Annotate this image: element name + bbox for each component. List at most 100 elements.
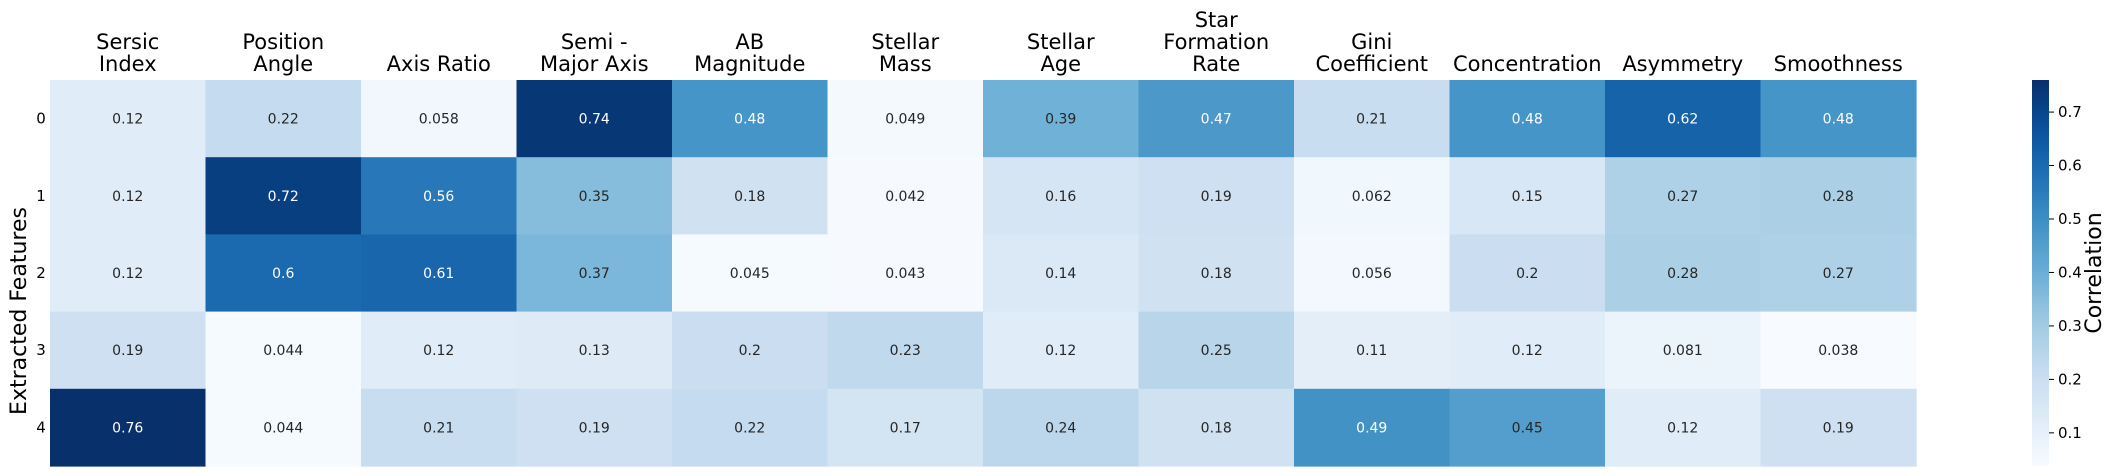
- cell-value-label: 0.12: [112, 189, 143, 205]
- cell-value-label: 0.12: [112, 266, 143, 282]
- heatmap-cell: [1760, 388, 1917, 467]
- heatmap-cell: [50, 157, 207, 235]
- cell-value-label: 0.48: [1512, 112, 1543, 128]
- cell-value-label: 0.27: [1667, 189, 1698, 205]
- heatmap-cell: [983, 80, 1140, 158]
- column-label-line: Sersic: [96, 30, 159, 54]
- cell-value-label: 0.12: [1045, 343, 1076, 359]
- cell-value-label: 0.21: [423, 420, 454, 436]
- cell-value-label: 0.76: [112, 420, 143, 436]
- column-label-line: Stellar: [871, 30, 939, 54]
- column-label-line: Concentration: [1453, 52, 1602, 76]
- cell-value-label: 0.19: [1201, 189, 1232, 205]
- heatmap-cell: [983, 234, 1140, 313]
- heatmap-cell: [361, 388, 518, 467]
- heatmap-cell: [1449, 311, 1606, 390]
- row-label: 1: [36, 187, 46, 205]
- cell-value-label: 0.18: [1201, 266, 1232, 282]
- column-label-line: Semi -: [561, 30, 628, 54]
- column-label: Smoothness: [1774, 52, 1903, 76]
- colorbar-title: Correlation: [2082, 212, 2107, 333]
- cell-value-label: 0.22: [734, 420, 765, 436]
- column-label-line: Formation: [1163, 30, 1269, 54]
- column-label: Asymmetry: [1622, 52, 1743, 76]
- column-label: Position Angle: [242, 30, 324, 76]
- cell-value-label: 0.61: [423, 266, 454, 282]
- heatmap-cell: [983, 388, 1140, 467]
- column-label-line: Gini: [1351, 30, 1392, 54]
- heatmap-cell: [1294, 157, 1451, 235]
- cell-value-label: 0.044: [263, 343, 303, 359]
- heatmap-cell: [1760, 80, 1917, 158]
- cell-value-label: 0.13: [579, 343, 610, 359]
- column-label-line: Coefficient: [1315, 52, 1428, 76]
- heatmap-cell: [827, 311, 984, 390]
- cell-value-label: 0.48: [1823, 112, 1854, 128]
- cell-value-label: 0.72: [268, 189, 299, 205]
- heatmap-cell: [50, 388, 207, 467]
- cell-value-label: 0.12: [112, 112, 143, 128]
- cell-value-label: 0.48: [734, 112, 765, 128]
- heatmap-cell: [1294, 234, 1451, 313]
- cell-value-label: 0.15: [1512, 189, 1543, 205]
- cell-value-label: 0.16: [1045, 189, 1076, 205]
- cell-value-label: 0.12: [1667, 420, 1698, 436]
- heatmap-cell: [827, 80, 984, 158]
- heatmap-cell: [516, 157, 673, 235]
- heatmap-cell: [1138, 80, 1295, 158]
- cell-value-label: 0.37: [579, 266, 610, 282]
- cell-value-label: 0.25: [1201, 343, 1232, 359]
- heatmap-cell: [1294, 311, 1451, 390]
- cell-value-label: 0.23: [890, 343, 921, 359]
- cell-value-label: 0.62: [1667, 112, 1698, 128]
- heatmap-cell: [672, 157, 829, 235]
- cell-value-label: 0.22: [268, 112, 299, 128]
- cell-value-label: 0.18: [734, 189, 765, 205]
- cell-value-label: 0.2: [739, 343, 761, 359]
- heatmap-cell: [361, 234, 518, 313]
- cell-value-label: 0.21: [1356, 112, 1387, 128]
- heatmap-cell: [1605, 157, 1762, 235]
- cell-value-label: 0.056: [1352, 266, 1392, 282]
- heatmap-cell: [205, 80, 362, 158]
- colorbar-tick-label: 0.7: [2058, 103, 2082, 121]
- heatmap-cell: [1138, 234, 1295, 313]
- heatmap-cell: [1605, 234, 1762, 313]
- heatmap-cell: [516, 234, 673, 313]
- heatmap-cell: [50, 80, 207, 158]
- cell-value-label: 0.19: [112, 343, 143, 359]
- column-label-line: Magnitude: [694, 52, 805, 76]
- heatmap-cell: [361, 157, 518, 235]
- heatmap-cells: 0.12 0.22 0.058 0.74 0.48 0.049 0.39 0.47 0.21 0.…: [50, 80, 1917, 467]
- heatmap-cell: [672, 80, 829, 158]
- cell-value-label: 0.45: [1512, 420, 1543, 436]
- colorbar-tick-label: 0.6: [2058, 157, 2082, 175]
- column-label: Semi -Major Axis: [540, 30, 649, 76]
- column-label: Stellar Age: [1027, 30, 1095, 76]
- column-label-line: Rate: [1192, 52, 1240, 76]
- cell-value-label: 0.043: [885, 266, 925, 282]
- cell-value-label: 0.24: [1045, 420, 1076, 436]
- cell-value-label: 0.17: [890, 420, 921, 436]
- heatmap-cell: [1760, 311, 1917, 390]
- colorbar-ticks: 0.1 0.2 0.3 0.4 0.5 0.6 0.7: [2049, 103, 2082, 442]
- column-label-line: Angle: [253, 52, 313, 76]
- column-label-line: Axis Ratio: [387, 52, 491, 76]
- column-label: Star Formation Rate: [1163, 8, 1269, 76]
- row-label: 4: [36, 418, 46, 436]
- column-label: Concentration: [1453, 52, 1602, 76]
- cell-value-label: 0.081: [1663, 343, 1703, 359]
- heatmap-cell: [205, 311, 362, 390]
- heatmap-cell: [50, 234, 207, 313]
- cell-value-label: 0.042: [885, 189, 925, 205]
- heatmap-cell: [516, 80, 673, 158]
- cell-value-label: 0.044: [263, 420, 303, 436]
- cell-value-label: 0.49: [1356, 420, 1387, 436]
- heatmap-cell: [672, 311, 829, 390]
- cell-value-label: 0.2: [1516, 266, 1538, 282]
- heatmap-cell: [1138, 157, 1295, 235]
- column-label-line: Smoothness: [1774, 52, 1903, 76]
- heatmap-cell: [672, 234, 829, 313]
- cell-value-label: 0.11: [1356, 343, 1387, 359]
